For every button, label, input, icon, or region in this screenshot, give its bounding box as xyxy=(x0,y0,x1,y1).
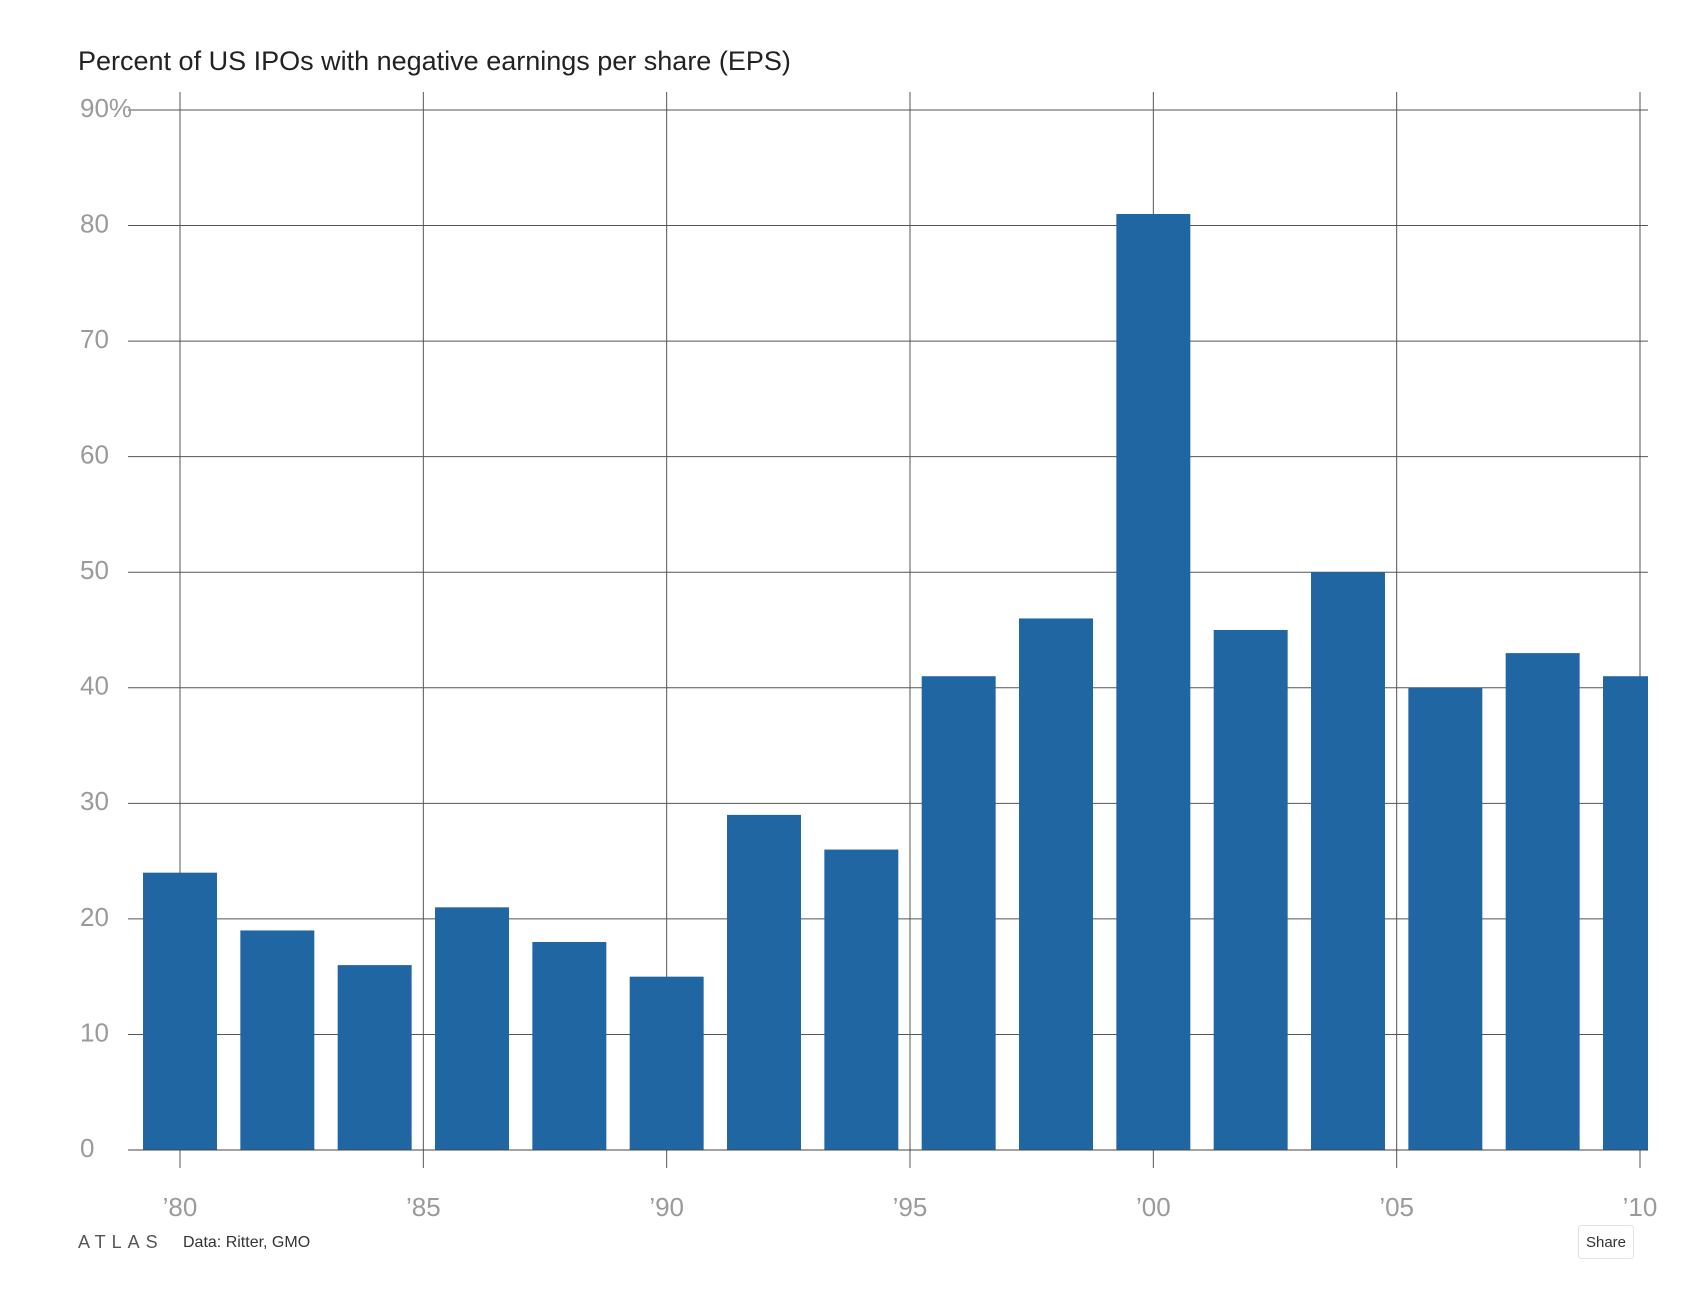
x-tick-label: ’05 xyxy=(1379,1192,1414,1222)
y-tick-label: 60 xyxy=(80,440,109,470)
y-tick-label: 10 xyxy=(80,1017,109,1047)
y-tick-label: 50 xyxy=(80,555,109,585)
bar-1980 xyxy=(143,872,217,1150)
y-tick-label: 20 xyxy=(80,902,109,932)
x-tick-label: ’80 xyxy=(163,1192,198,1222)
x-tick-label: ’00 xyxy=(1136,1192,1171,1222)
x-tick-label: ’90 xyxy=(649,1192,684,1222)
bar-1992 xyxy=(727,814,801,1150)
bar-1998 xyxy=(1019,618,1093,1150)
bar-2006 xyxy=(1408,687,1483,1150)
bar-1986 xyxy=(435,907,509,1150)
bar-2010 xyxy=(1603,676,1648,1150)
x-tick-label: ’10 xyxy=(1623,1192,1658,1222)
y-tick-label: 30 xyxy=(80,786,109,816)
atlas-logo: ATLAS xyxy=(78,1232,164,1252)
bar-1982 xyxy=(240,930,315,1150)
data-source-note: Data: Ritter, GMO xyxy=(183,1234,311,1251)
x-tick-label: ’85 xyxy=(406,1192,441,1222)
y-tick-label: 80 xyxy=(80,208,109,238)
bar-2004 xyxy=(1311,572,1385,1150)
bar-2000 xyxy=(1116,214,1191,1150)
y-tick-label: 0 xyxy=(80,1133,94,1163)
chart-title: Percent of US IPOs with negative earning… xyxy=(78,46,791,76)
bar-1990 xyxy=(629,976,704,1150)
y-tick-label: 40 xyxy=(80,671,109,701)
bar-1994 xyxy=(824,849,899,1150)
bar-1988 xyxy=(532,942,607,1150)
y-tick-label: 70 xyxy=(80,324,109,354)
bar-1984 xyxy=(337,965,412,1150)
share-button[interactable]: Share xyxy=(1578,1225,1634,1259)
bar-2002 xyxy=(1213,630,1288,1150)
bar-1996 xyxy=(921,676,996,1150)
bar-2008 xyxy=(1505,653,1580,1150)
y-tick-label: 90% xyxy=(80,93,132,123)
x-tick-label: ’95 xyxy=(893,1192,928,1222)
